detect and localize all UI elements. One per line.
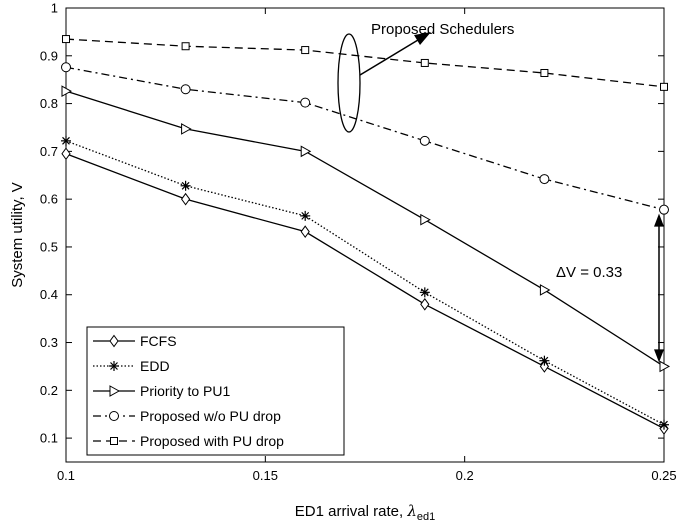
series-lines bbox=[61, 35, 671, 435]
x-axis-label: ED1 arrival rate, λed1 bbox=[295, 502, 435, 523]
annotation-arrow-line bbox=[359, 39, 419, 76]
legend-entry: EDD bbox=[93, 358, 170, 374]
axes bbox=[65, 7, 665, 463]
triangle-marker bbox=[420, 213, 431, 226]
delta-v-arrow-head-bottom bbox=[654, 349, 664, 363]
diamond-marker bbox=[539, 360, 550, 373]
legend-label: FCFS bbox=[140, 333, 177, 349]
square-marker bbox=[540, 68, 549, 77]
y-tick-label: 0.8 bbox=[40, 96, 58, 111]
legend-entry: Proposed w/o PU drop bbox=[93, 408, 281, 424]
plot-frame bbox=[65, 7, 665, 463]
asterisk-marker bbox=[109, 361, 119, 371]
legend-label: Proposed with PU drop bbox=[140, 433, 284, 449]
y-tick-label: 0.3 bbox=[40, 335, 58, 350]
square-marker bbox=[660, 82, 668, 91]
asterisk-marker bbox=[180, 180, 191, 191]
x-tick-label: 0.15 bbox=[253, 468, 278, 483]
series-proposed-with-pu-drop bbox=[62, 35, 668, 91]
asterisk-marker bbox=[61, 135, 71, 146]
x-tick-label: 0.1 bbox=[57, 468, 75, 483]
annotations: Proposed Schedulers ΔV = 0.33 bbox=[337, 21, 664, 363]
circle-marker bbox=[659, 204, 669, 215]
legend-label: EDD bbox=[140, 358, 170, 374]
circle-marker bbox=[539, 174, 550, 185]
asterisk-marker bbox=[300, 210, 311, 221]
y-tick-label: 0.7 bbox=[40, 144, 58, 159]
tick-labels: 0.1 0.15 0.2 0.25 0.1 0.2 0.3 0.4 0.5 0.6 0.7 0.8 0.… bbox=[40, 1, 677, 484]
x-tick-label: 0.25 bbox=[651, 468, 676, 483]
y-tick-label: 1 bbox=[51, 1, 58, 16]
diamond-marker bbox=[180, 192, 191, 206]
series-line bbox=[65, 38, 665, 88]
circle-marker bbox=[61, 62, 71, 73]
series-proposed-w-o-pu-drop bbox=[61, 62, 669, 215]
asterisk-marker bbox=[659, 419, 669, 430]
y-tick-label: 0.5 bbox=[40, 239, 58, 254]
square-marker bbox=[110, 437, 118, 445]
grouping-ellipse bbox=[337, 33, 361, 133]
series-edd bbox=[61, 135, 669, 430]
asterisk-marker bbox=[539, 355, 550, 366]
triangle-marker bbox=[659, 360, 671, 373]
triangle-marker bbox=[61, 85, 73, 98]
y-tick-label: 0.1 bbox=[40, 431, 58, 446]
annotation-arrow-head bbox=[414, 32, 431, 45]
triangle-marker bbox=[539, 284, 551, 296]
circle-marker bbox=[300, 97, 311, 108]
legend-entry: Priority to PU1 bbox=[93, 383, 230, 399]
series-line bbox=[65, 153, 665, 430]
series-line bbox=[65, 140, 665, 426]
diamond-marker bbox=[109, 334, 119, 348]
y-tick-label: 0.6 bbox=[40, 192, 58, 207]
square-marker bbox=[420, 58, 429, 67]
x-tick-label: 0.2 bbox=[456, 468, 474, 483]
square-marker bbox=[181, 42, 190, 51]
legend-label: Proposed w/o PU drop bbox=[140, 408, 281, 424]
triangle-marker bbox=[109, 385, 121, 397]
delta-v-arrow-head-top bbox=[654, 213, 664, 227]
legend-entry: Proposed with PU drop bbox=[93, 433, 284, 449]
circle-marker bbox=[109, 411, 119, 421]
diamond-marker bbox=[300, 225, 310, 239]
y-tick-label: 0.4 bbox=[40, 287, 58, 302]
annotation-delta-v: ΔV = 0.33 bbox=[556, 264, 622, 281]
square-marker bbox=[301, 46, 310, 55]
legend-entry: FCFS bbox=[93, 333, 177, 349]
legend-label: Priority to PU1 bbox=[140, 383, 230, 399]
asterisk-marker bbox=[419, 287, 430, 298]
diamond-marker bbox=[61, 147, 71, 161]
triangle-marker bbox=[181, 123, 192, 135]
circle-marker bbox=[419, 135, 430, 146]
series-priority-to-pu1 bbox=[61, 85, 671, 373]
diamond-marker bbox=[420, 297, 430, 311]
y-axis-label: System utility, V bbox=[9, 182, 26, 288]
annotation-proposed-schedulers: Proposed Schedulers bbox=[371, 21, 514, 38]
square-marker bbox=[62, 35, 70, 44]
series-line bbox=[65, 90, 665, 367]
y-tick-label: 0.2 bbox=[40, 383, 58, 398]
circle-marker bbox=[180, 84, 191, 95]
triangle-marker bbox=[300, 145, 312, 158]
legend: FCFS EDD Priority to PU1 Proposed w/o PU dr… bbox=[86, 326, 345, 456]
y-tick-label: 0.9 bbox=[40, 48, 58, 63]
